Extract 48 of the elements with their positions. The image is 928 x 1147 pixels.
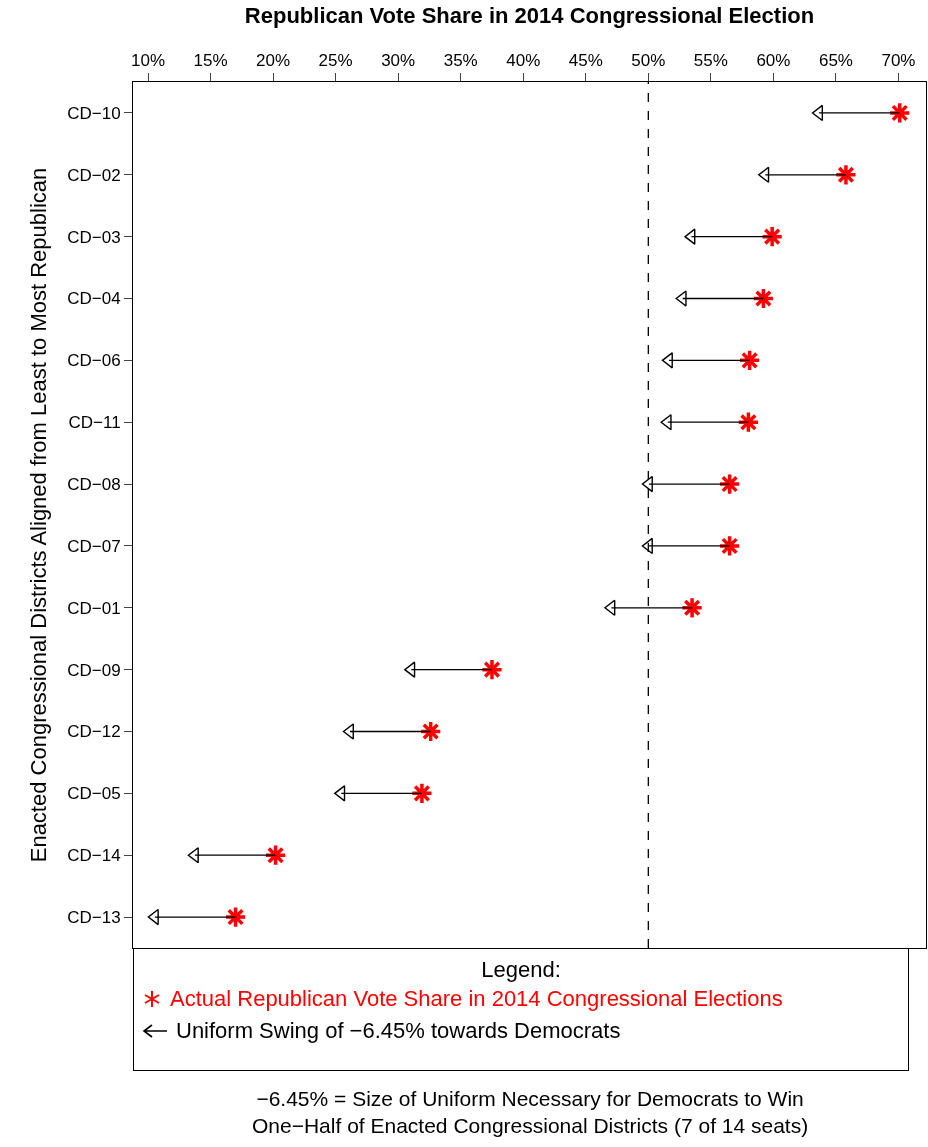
point	[737, 410, 760, 434]
y-tick-label: CD−04	[67, 289, 121, 309]
x-tick-label: 35%	[443, 51, 478, 71]
y-tick-label: CD−03	[67, 227, 121, 247]
point	[758, 166, 770, 183]
point	[760, 225, 784, 248]
x-tick-label: 40%	[506, 51, 541, 71]
x-tick-label: 60%	[756, 51, 791, 71]
y-tick-label: CD−02	[67, 165, 121, 185]
point	[811, 104, 824, 122]
legend-label: Uniform Swing of −6.45% towards Democrats	[176, 1018, 621, 1044]
y-tick-label: CD−11	[68, 413, 121, 433]
y-tick-label: CD−09	[67, 660, 121, 680]
legend-title: Legend:	[480, 957, 562, 983]
y-tick-label: CD−13	[67, 908, 121, 928]
y-tick-label: CD−08	[67, 475, 121, 495]
y-tick-label: CD−06	[67, 351, 121, 371]
y-tick-label: CD−01	[67, 598, 121, 618]
point	[660, 414, 672, 431]
point	[661, 352, 673, 369]
y-tick-label: CD−14	[67, 846, 121, 866]
x-tick-label: 10%	[130, 51, 166, 71]
point	[187, 847, 199, 864]
y-tick-label: CD−10	[67, 103, 121, 123]
y-axis-title: Enacted Congressional Districts Aligned from Least to Most Republican	[26, 167, 52, 863]
point	[684, 228, 696, 245]
point	[404, 661, 416, 678]
text: −6.45% = Size of Uniform Necessary for Democrats to Win One−Half of Enacted Congressional Districts (7 of 14 seats)	[252, 1087, 809, 1138]
chart-title: Republican Vote Share in 2014 Congressional Election	[244, 3, 815, 29]
y-tick-label: CD−05	[67, 784, 121, 804]
legend-label: Actual Republican Vote Share in 2014 Congressional Elections	[170, 986, 783, 1012]
y-tick-label: CD−12	[67, 722, 121, 742]
x-tick-label: 65%	[818, 51, 853, 71]
x-tick-label: 50%	[631, 51, 666, 71]
x-tick-label: 45%	[568, 51, 603, 71]
x-tick-label: 15%	[193, 51, 228, 71]
point	[752, 287, 775, 310]
point	[342, 723, 354, 740]
point	[675, 290, 687, 307]
y-tick-label: CD−07	[67, 536, 121, 556]
x-tick-label: 30%	[381, 51, 416, 71]
point	[680, 596, 704, 620]
point	[604, 599, 616, 616]
x-tick-label: 20%	[256, 51, 291, 71]
x-tick-label: 25%	[318, 51, 353, 71]
x-tick-label: 55%	[693, 51, 728, 71]
x-tick-label: 70%	[881, 51, 916, 71]
point	[334, 785, 346, 802]
